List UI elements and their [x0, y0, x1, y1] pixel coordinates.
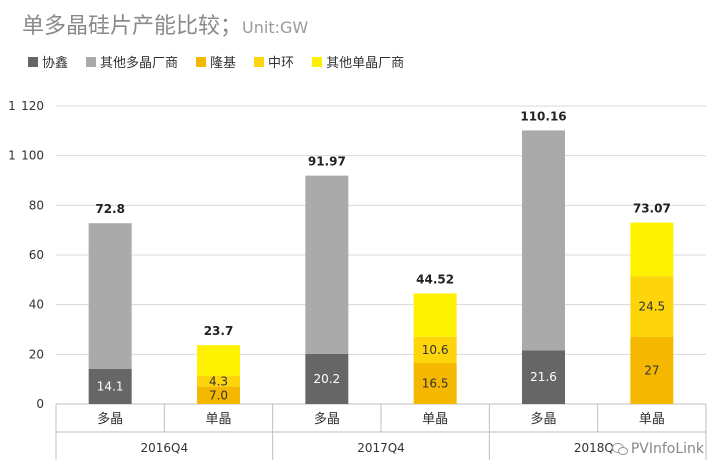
y-tick-label-6: 120	[21, 99, 44, 113]
legend-item-4: 其他单晶厂商	[312, 52, 404, 71]
legend-label-3: 中环	[268, 56, 295, 71]
bar-segment-1-0	[88, 223, 132, 369]
legend-item-1: 其他多晶厂商	[86, 52, 178, 71]
bar-segment-0-0	[88, 368, 132, 404]
bar-segment-1-4	[522, 130, 565, 351]
data-label-3-3: 10.6	[422, 343, 449, 357]
bar-segment-4-1	[197, 345, 240, 376]
x-tick-label-1: 单晶	[205, 412, 231, 427]
data-label-2-3: 16.5	[422, 377, 449, 391]
group-label-0: 2016Q4	[141, 441, 189, 455]
wechat-icon	[611, 443, 628, 455]
data-label-2-5: 27	[644, 363, 659, 377]
total-label-4: 110.16	[520, 109, 566, 123]
x-tick-label-4: 多晶	[530, 411, 556, 427]
bar-segment-4-3	[413, 293, 457, 337]
y-tick-label-0: 0	[36, 397, 44, 411]
bar-segment-3-3	[413, 336, 457, 364]
legend: 协鑫 其他多晶厂商 隆基 中环 其他单晶厂商	[28, 52, 404, 71]
legend-item-0: 协鑫	[28, 52, 68, 71]
data-label-2-1: 7.0	[209, 388, 228, 402]
group-label-1: 2017Q4	[357, 441, 405, 455]
x-tick-label-3: 单晶	[422, 412, 448, 427]
y-tick-label-3: 60	[29, 248, 44, 262]
bar-segment-2-1	[197, 386, 240, 404]
bar-segment-4-5	[630, 222, 674, 277]
x-tick-label-2: 多晶	[314, 411, 340, 427]
y-tick-label-5: 100	[21, 149, 44, 163]
bar-segment-2-3	[413, 363, 457, 404]
x-tick-label-5: 单晶	[639, 412, 665, 427]
data-label-0-2: 20.2	[313, 372, 340, 386]
bar-segment-0-4	[522, 350, 565, 404]
bar-segment-3-1	[197, 375, 240, 387]
chart-title-text: 单多晶硅片产能比较；	[22, 14, 243, 39]
legend-label-1: 其他多晶厂商	[100, 56, 179, 71]
legend-item-2: 隆基	[196, 52, 236, 71]
bar-segment-1-2	[305, 175, 349, 354]
legend-swatch-3	[254, 56, 265, 67]
total-label-5: 73.07	[633, 202, 671, 216]
group-label-2: 2018Q4	[574, 441, 622, 455]
legend-item-3: 中环	[254, 52, 294, 71]
chart-title: 单多晶硅片产能比较；Unit:GW	[22, 8, 308, 40]
bar-segment-2-5	[630, 336, 674, 404]
legend-swatch-1	[86, 56, 97, 67]
y-tick-label-4: 80	[29, 198, 44, 212]
legend-swatch-0	[28, 56, 38, 67]
y-tick-label-2: 40	[29, 298, 44, 312]
chart-unit: Unit:GW	[242, 18, 309, 37]
data-label-3-1: 4.3	[209, 374, 228, 388]
legend-label-4: 其他单晶厂商	[326, 56, 405, 71]
y-tick-label-1: 20	[29, 347, 44, 361]
data-label-0-4: 21.6	[530, 370, 557, 384]
legend-swatch-2	[196, 56, 207, 67]
data-label-0-0: 14.1	[97, 379, 124, 393]
total-label-0: 72.8	[95, 202, 125, 216]
legend-label-0: 协鑫	[42, 56, 69, 71]
legend-label-2: 隆基	[210, 56, 237, 71]
x-tick-label-0: 多晶	[97, 411, 123, 427]
legend-swatch-4	[312, 56, 323, 67]
watermark-text: PVInfoLink	[630, 441, 704, 457]
total-label-2: 91.97	[308, 155, 346, 169]
y-tick-prefix-6: 1	[8, 99, 16, 113]
bar-segment-0-2	[305, 353, 349, 404]
watermark: PVInfoLink	[611, 441, 704, 457]
data-label-3-5: 24.5	[638, 300, 665, 314]
total-label-1: 23.7	[204, 324, 234, 338]
y-tick-prefix-5: 1	[8, 149, 16, 163]
total-label-3: 44.52	[416, 272, 454, 286]
bar-segment-3-5	[630, 276, 674, 337]
